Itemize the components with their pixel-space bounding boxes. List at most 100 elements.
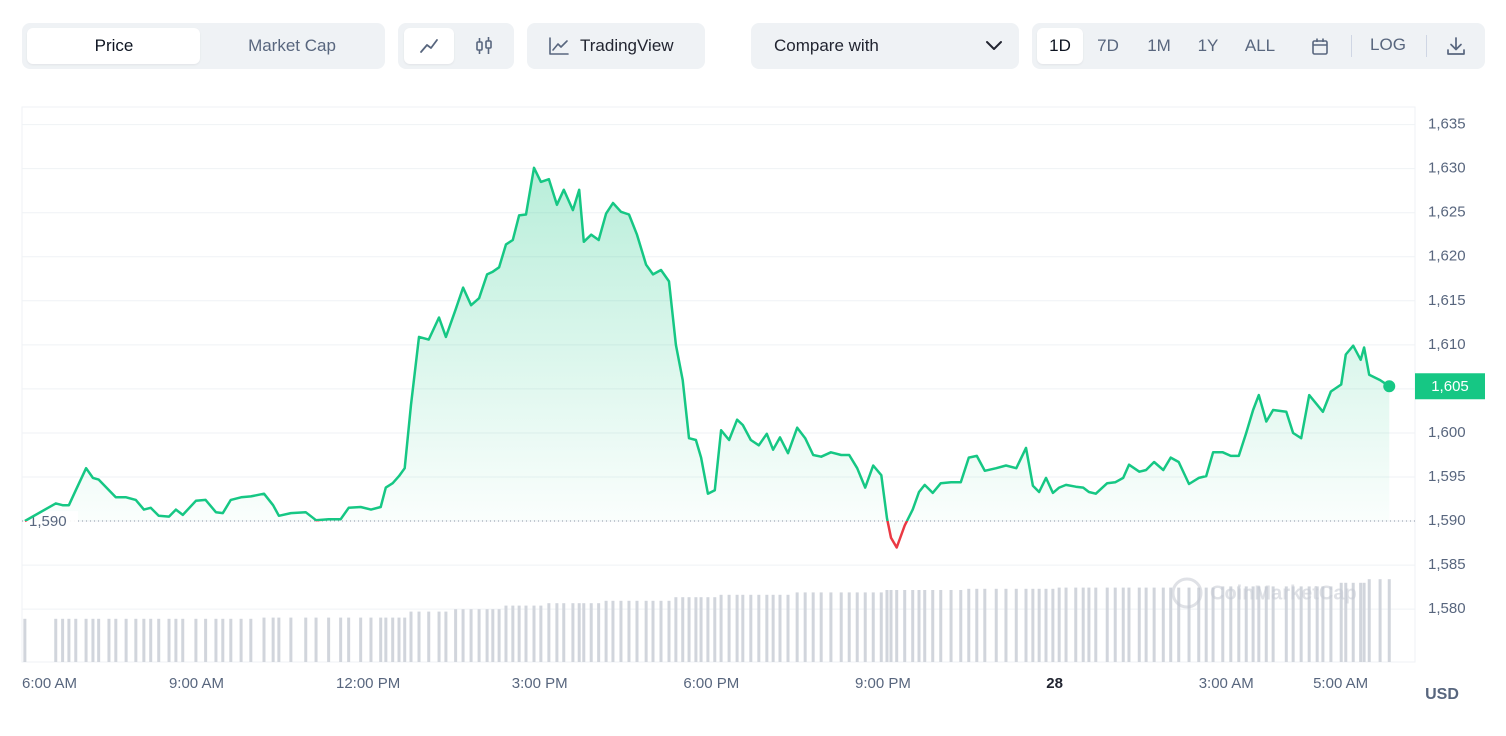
volume-bar bbox=[659, 600, 663, 662]
y-tick-label: 1,590 bbox=[1428, 512, 1466, 529]
volume-bar bbox=[577, 603, 581, 662]
volume-bar bbox=[1044, 588, 1048, 662]
volume-bar bbox=[339, 617, 343, 662]
volume-bar bbox=[749, 594, 753, 662]
volume-bar bbox=[1362, 582, 1366, 662]
volume-bar bbox=[1344, 582, 1348, 662]
volume-bar bbox=[1064, 587, 1068, 662]
volume-bar bbox=[67, 618, 71, 662]
volume-bar bbox=[277, 617, 281, 662]
volume-bar bbox=[795, 592, 799, 662]
volume-bar bbox=[403, 617, 407, 662]
line-icon[interactable] bbox=[419, 37, 439, 55]
volume-bar bbox=[611, 600, 615, 662]
x-tick-label: 28 bbox=[1046, 675, 1063, 692]
current-dot bbox=[1383, 380, 1396, 393]
volume-bar bbox=[819, 592, 823, 662]
volume-bar bbox=[221, 618, 225, 662]
tab[interactable]: Market Cap bbox=[248, 36, 336, 55]
compare-label[interactable]: Compare with bbox=[774, 36, 879, 55]
range-tab[interactable]: 1M bbox=[1147, 36, 1171, 55]
volume-bar bbox=[1351, 582, 1355, 662]
tradingview-label[interactable]: TradingView bbox=[580, 36, 674, 55]
volume-bar bbox=[811, 592, 815, 662]
volume-bar bbox=[1152, 587, 1156, 662]
volume-bar bbox=[1087, 587, 1091, 662]
volume-bar bbox=[54, 618, 58, 662]
volume-bar bbox=[1177, 587, 1181, 662]
volume-bar bbox=[1004, 588, 1008, 662]
volume-bar bbox=[1187, 587, 1191, 662]
volume-bar bbox=[539, 605, 543, 662]
volume-bar bbox=[1127, 587, 1131, 662]
watermark-text: CoinMarketCap bbox=[1210, 582, 1357, 604]
volume-bar bbox=[1237, 586, 1241, 662]
download-icon[interactable] bbox=[1446, 36, 1466, 56]
calendar-icon[interactable] bbox=[1311, 37, 1329, 56]
volume-bar bbox=[1221, 586, 1225, 662]
y-tick-label: 1,625 bbox=[1428, 204, 1466, 221]
volume-bar bbox=[674, 597, 678, 662]
volume-bar bbox=[713, 597, 717, 662]
range-tab[interactable]: 1Y bbox=[1197, 36, 1219, 55]
range-tab[interactable]: ALL bbox=[1244, 36, 1276, 55]
range-tab[interactable]: 7D bbox=[1097, 36, 1119, 55]
volume-bar bbox=[1121, 587, 1125, 662]
volume-bar bbox=[735, 594, 739, 662]
volume-bar bbox=[1051, 588, 1055, 662]
volume-bar bbox=[271, 617, 275, 662]
volume-bar bbox=[1251, 586, 1255, 662]
y-tick-label: 1,620 bbox=[1428, 248, 1466, 265]
volume-bar bbox=[477, 609, 481, 662]
x-tick-label: 5:00 AM bbox=[1313, 675, 1368, 692]
volume-bar bbox=[741, 594, 745, 662]
volume-bar bbox=[359, 617, 363, 662]
volume-bar bbox=[84, 618, 88, 662]
candle-icon[interactable] bbox=[474, 36, 494, 56]
tradingview-icon bbox=[549, 37, 569, 55]
y-tick-label: 1,635 bbox=[1428, 116, 1466, 133]
volume-bar bbox=[157, 618, 161, 662]
volume-bar bbox=[517, 605, 521, 662]
volume-bar bbox=[994, 588, 998, 662]
volume-bar bbox=[911, 590, 915, 662]
volume-bar bbox=[706, 597, 710, 662]
volume-bar bbox=[23, 618, 27, 662]
volume-bar bbox=[1315, 586, 1319, 662]
volume-bar bbox=[61, 618, 65, 662]
volume-bar bbox=[855, 592, 859, 662]
compare-select[interactable] bbox=[751, 23, 1019, 69]
range-tab[interactable]: 1D bbox=[1049, 36, 1071, 55]
volume-bar bbox=[917, 590, 921, 662]
volume-bar bbox=[504, 605, 508, 662]
volume-bar bbox=[454, 609, 458, 662]
volume-bar bbox=[532, 605, 536, 662]
volume-bar bbox=[1074, 587, 1078, 662]
divider bbox=[1426, 35, 1427, 57]
volume-bar bbox=[1024, 588, 1028, 662]
volume-bar bbox=[174, 618, 178, 662]
current-badge bbox=[1415, 373, 1485, 400]
x-tick-label: 3:00 PM bbox=[512, 675, 568, 692]
volume-bar bbox=[562, 603, 566, 662]
volume-bar bbox=[511, 605, 515, 662]
volume-bar bbox=[967, 588, 971, 662]
volume-bar bbox=[397, 617, 401, 662]
volume-bar bbox=[903, 590, 907, 662]
volume-bar bbox=[651, 600, 655, 662]
price-area bbox=[24, 167, 1390, 548]
volume-bar bbox=[803, 592, 807, 662]
volume-bar bbox=[627, 600, 631, 662]
volume-bar bbox=[571, 603, 575, 662]
log-toggle[interactable]: LOG bbox=[1370, 35, 1406, 54]
volume-bar bbox=[1144, 587, 1148, 662]
volume-bar bbox=[91, 618, 95, 662]
volume-bar bbox=[895, 590, 899, 662]
volume-bar bbox=[249, 618, 253, 662]
volume-bar bbox=[181, 618, 185, 662]
volume-bar bbox=[427, 611, 431, 662]
volume-bar bbox=[778, 594, 782, 662]
volume-bar bbox=[1271, 586, 1275, 662]
tab[interactable]: Price bbox=[94, 36, 134, 55]
volume-bar bbox=[597, 603, 601, 662]
